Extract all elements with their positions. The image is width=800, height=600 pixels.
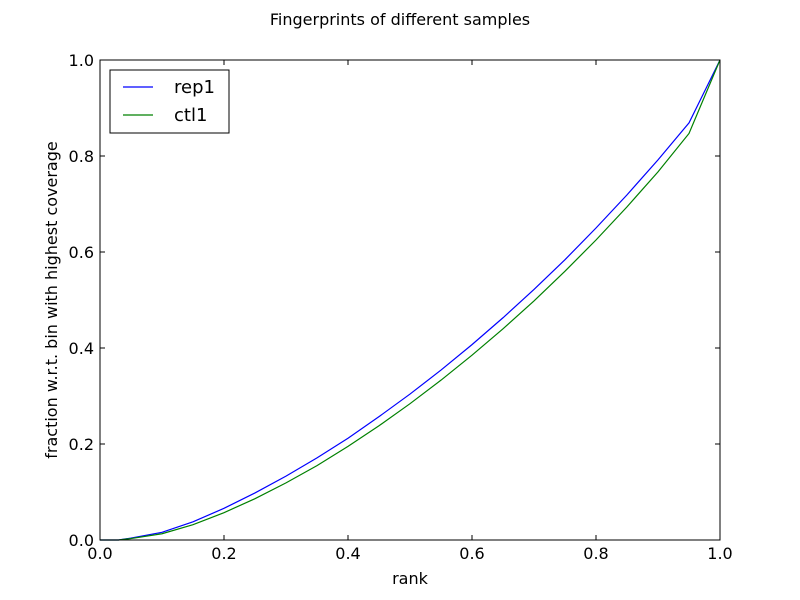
y-tick-label: 0.2 xyxy=(69,435,94,454)
x-tick-label: 0.2 xyxy=(211,544,236,563)
x-tick-label: 0.6 xyxy=(459,544,484,563)
y-axis-label: fraction w.r.t. bin with highest coverag… xyxy=(42,141,61,458)
series-line-ctl1 xyxy=(100,59,721,541)
x-axis-label: rank xyxy=(392,569,429,588)
y-tick-label: 0.4 xyxy=(69,339,94,358)
legend-box xyxy=(109,69,230,134)
legend-label-rep1: rep1 xyxy=(174,77,215,98)
x-tick-label: 1.0 xyxy=(707,544,732,563)
axes-frame xyxy=(99,59,721,541)
chart-title: Fingerprints of different samples xyxy=(270,10,530,29)
plot-area: 0.0 0.2 0.4 0.6 0.8 1.0 0.0 0.2 0.4 0.6 0.8 1.0 xyxy=(69,51,733,563)
x-tick-label: 0.4 xyxy=(335,544,360,563)
y-tick-label: 1.0 xyxy=(69,51,94,70)
x-tick-label: 0.0 xyxy=(87,544,112,563)
x-tick-label: 0.8 xyxy=(583,544,608,563)
y-tick-label: 0.6 xyxy=(69,243,94,262)
series-line-rep1 xyxy=(100,59,721,541)
y-tick-label: 0.0 xyxy=(69,531,94,550)
legend-label-ctl1: ctl1 xyxy=(174,105,207,126)
y-tick-label: 0.8 xyxy=(69,147,94,166)
legend: rep1 ctl1 xyxy=(109,69,230,134)
